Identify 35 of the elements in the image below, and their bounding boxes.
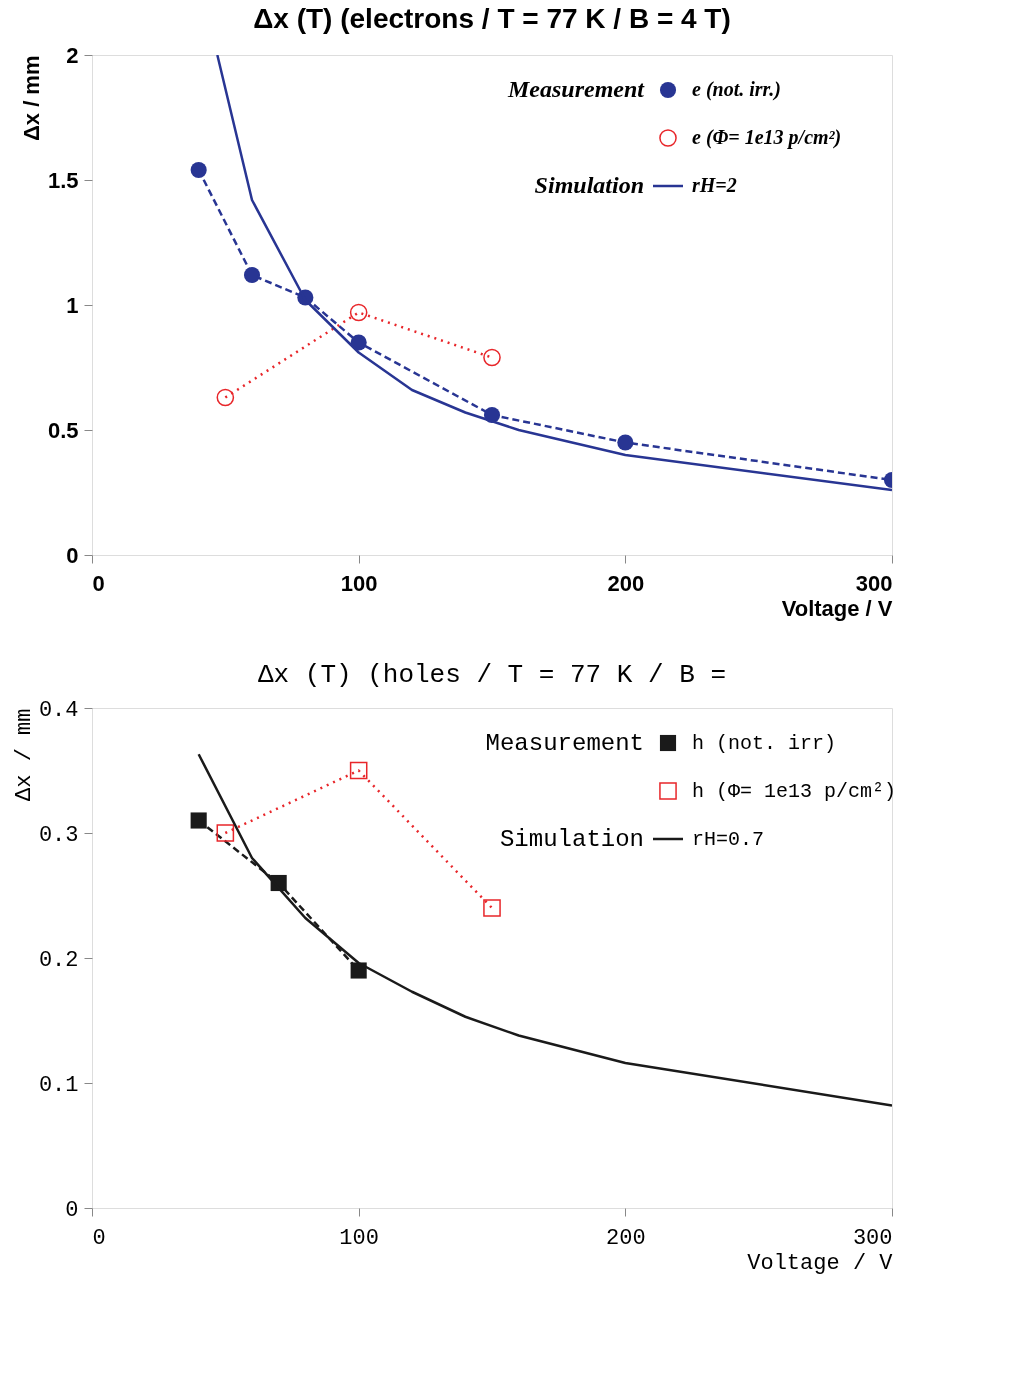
x-tick-label: 100 [340,570,378,596]
x-tick-label: 0 [92,570,105,596]
legend-label: rH=2 [692,174,737,196]
legend-label: e (Φ= 1e13 p/cm²) [692,126,842,149]
y-axis-title: Δx / mm [11,708,37,801]
x-axis-title: Voltage / V [781,595,893,621]
y-tick-label: 0.4 [38,697,79,723]
y-tick-label: 0.2 [38,947,79,973]
legend-label: e (not. irr.) [692,78,781,101]
x-axis-title: Voltage / V [747,1250,894,1276]
y-axis-title: Δx / mm [18,55,44,142]
legend-label: h (Φ= 1e13 p/cm²) [692,780,897,803]
x-tick-label: 200 [606,1225,646,1251]
x-tick-label: 200 [607,570,645,596]
annotation: Measurement [485,730,644,757]
x-tick-label: 300 [855,570,893,596]
y-tick-label: 0 [65,1197,79,1223]
y-tick-label: 0 [66,542,79,568]
y-tick-label: 0.5 [47,417,79,443]
chart-title: Δx (T) (holes / T = 77 K / B = [257,660,727,690]
y-tick-label: 0.3 [38,822,79,848]
chart-title: Δx (T) (electrons / T = 77 K / B = 4 T) [253,3,731,34]
annotation: Simulation [534,172,644,198]
x-tick-label: 0 [92,1225,106,1251]
y-tick-label: 1 [66,292,79,318]
annotation: Measurement [506,76,646,102]
y-tick-label: 2 [66,42,79,68]
x-tick-label: 300 [852,1225,893,1251]
legend-label: rH=0.7 [692,828,765,851]
y-tick-label: 0.1 [38,1072,79,1098]
x-tick-label: 100 [339,1225,379,1251]
y-tick-label: 1.5 [47,167,79,193]
legend-label: h (not. irr) [692,732,837,755]
annotation: Simulation [499,826,644,853]
line-series [197,753,892,1107]
